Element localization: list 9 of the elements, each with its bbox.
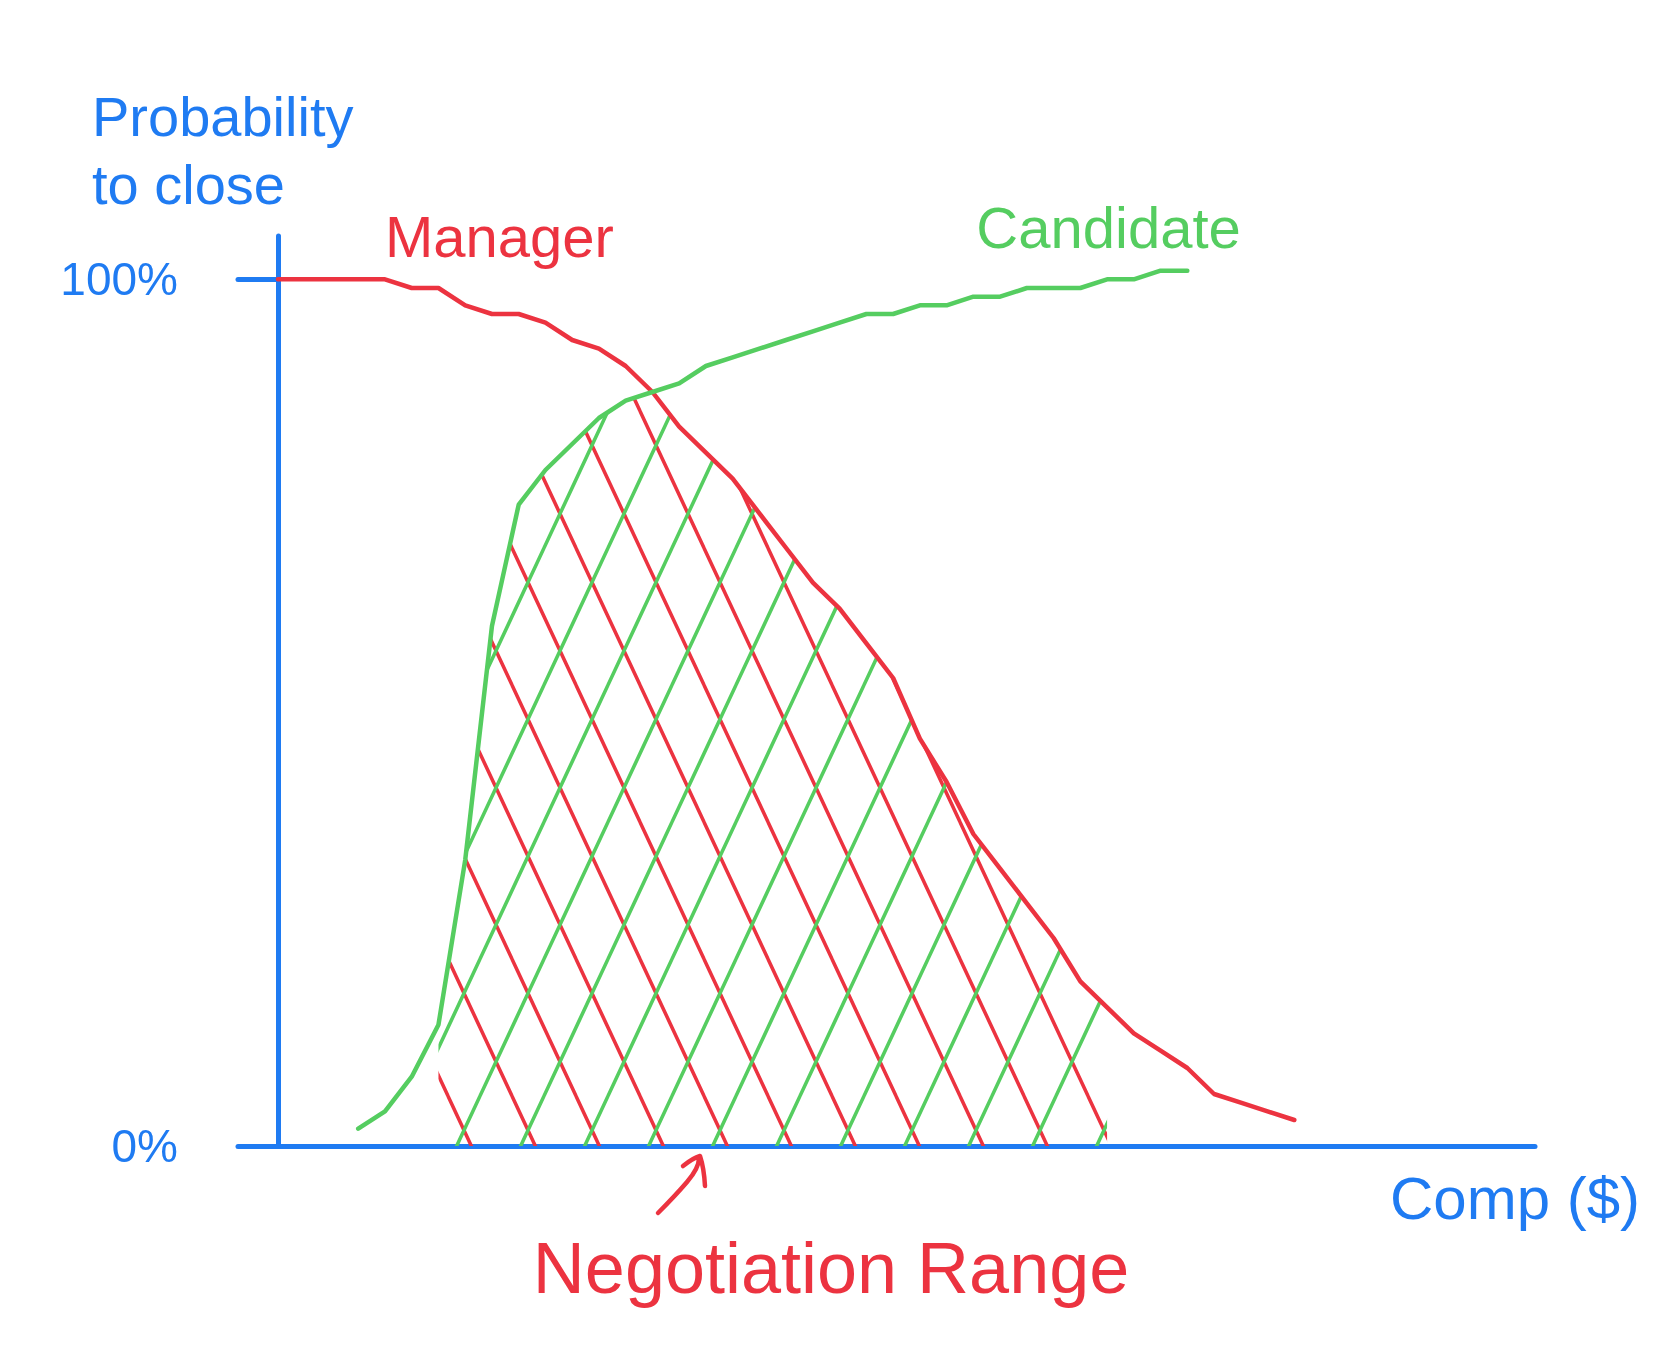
x-axis-title: Comp ($) bbox=[1389, 1164, 1641, 1232]
line-series bbox=[275, 277, 1297, 1123]
series-label: Candidate bbox=[976, 195, 1241, 261]
y-tick-label: 0% bbox=[111, 1120, 178, 1172]
y-tick-label: 100% bbox=[60, 253, 178, 306]
line-series bbox=[355, 268, 1190, 1131]
text: Negotiation Range bbox=[532, 1228, 1130, 1308]
y-axis-title: Probability to close bbox=[92, 84, 370, 216]
series-label: Manager bbox=[384, 203, 614, 269]
